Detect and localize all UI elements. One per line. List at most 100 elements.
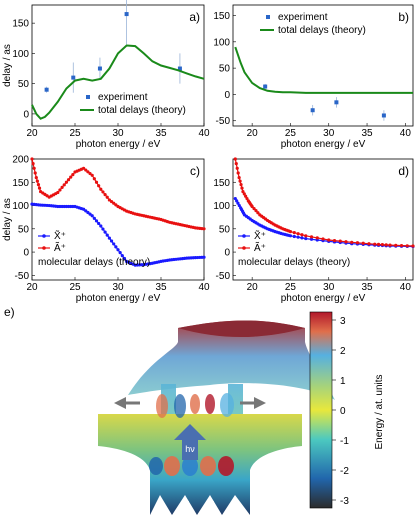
series-marker (202, 255, 206, 259)
x-axis-label: photon energy / eV (76, 139, 161, 150)
lower-orbital (149, 456, 234, 476)
x-tick-label: 30 (323, 128, 335, 139)
series-marker (69, 175, 73, 179)
series-marker (114, 245, 118, 249)
series-marker (237, 176, 241, 180)
legend-marker-experiment (266, 15, 270, 19)
colorbar-tick-label: -1 (340, 436, 349, 447)
legend-marker (42, 234, 46, 238)
series-marker (327, 238, 331, 242)
series-marker (240, 186, 244, 190)
legend: experiment total delays (theory) (260, 12, 366, 36)
right-arrow (240, 397, 266, 409)
series-marker (252, 206, 256, 211)
colorbar-tick-label: 3 (340, 316, 346, 327)
legend-label: experiment (278, 12, 328, 23)
x-tick-label: 40 (400, 282, 412, 293)
legend-marker-experiment (86, 95, 90, 99)
y-axis-label: delay / as (2, 198, 13, 241)
series-marker (86, 170, 90, 174)
series-marker (241, 189, 245, 194)
series-marker (309, 237, 314, 241)
panel-label: d) (398, 164, 409, 178)
y-tick-label: 50 (219, 64, 231, 75)
x-tick-label: 20 (247, 282, 259, 293)
atom-label-n1: N (182, 500, 189, 511)
series-marker (361, 241, 365, 245)
plot-frame (232, 158, 414, 281)
series-marker (56, 190, 60, 195)
y-tick-label: 100 (213, 201, 230, 212)
series-marker (321, 237, 325, 241)
data-point (177, 66, 182, 71)
y-tick-label: 150 (12, 178, 29, 189)
series-marker (411, 244, 415, 248)
series-1 (30, 202, 206, 267)
series-marker (33, 171, 37, 175)
series-marker (394, 243, 398, 247)
series-marker (376, 242, 381, 246)
series-marker (405, 244, 409, 248)
atom-label-o: O (157, 500, 165, 511)
series-marker (304, 234, 308, 238)
y-tick-label: 200 (12, 155, 29, 166)
y-tick-label: 100 (12, 201, 29, 212)
series-marker (233, 157, 237, 161)
y-tick-label: -50 (216, 271, 231, 282)
legend-marker (242, 234, 246, 238)
photon-arrow: hν (174, 424, 206, 460)
series-1 (263, 83, 386, 121)
series-marker (399, 243, 404, 248)
data-point (310, 108, 315, 113)
legend: experiment total delays (theory) (80, 92, 186, 116)
series-marker (99, 224, 103, 228)
series-marker (245, 196, 249, 201)
series-marker (373, 242, 377, 246)
series-marker (244, 194, 248, 198)
series-marker (235, 166, 239, 170)
series-marker (288, 234, 293, 238)
x-tick-label: 25 (285, 282, 297, 293)
series-marker (97, 221, 101, 226)
atom-label-n2: N (207, 500, 214, 511)
chart-panel-2: 20 25 30 35 40 -50 0 50 100 150 photon energy / eV… (213, 4, 414, 150)
series-marker (90, 214, 94, 218)
series-marker (92, 177, 96, 181)
series-marker (105, 233, 109, 237)
series-marker (304, 236, 308, 241)
series-marker (116, 248, 120, 252)
series-marker (384, 243, 388, 247)
series-marker (202, 227, 206, 231)
series-marker (34, 176, 38, 180)
legend: X̃⁺Ã⁺ molecular delays (theory) (238, 229, 350, 268)
y-tick-label: 50 (219, 224, 231, 235)
legend-label: X̃⁺ (254, 229, 266, 242)
series-marker (66, 178, 71, 182)
y-tick-label: -50 (216, 116, 231, 127)
series-marker (101, 227, 105, 231)
series-marker (103, 193, 107, 197)
y-tick-label: 150 (12, 19, 29, 30)
series-marker (84, 168, 88, 172)
series-marker (388, 243, 392, 247)
data-point (44, 87, 49, 92)
legend-label: total delays (theory) (278, 25, 366, 36)
chart-panel-1: 20 25 30 35 40 0 50 100 150 photon energy / eV del… (2, 0, 210, 150)
legend-label: Ã⁺ (254, 241, 266, 254)
series-line (234, 46, 413, 94)
upper-orbital (156, 393, 234, 418)
y-axis-label: delay / as (2, 44, 13, 87)
series-2 (31, 44, 205, 120)
series-marker (58, 188, 62, 192)
series-marker (350, 240, 354, 244)
x-tick-label: 40 (400, 128, 412, 139)
series-marker (101, 190, 105, 194)
colorbar-label: Energy / at. units (374, 374, 385, 449)
series-marker (36, 182, 41, 187)
legend-label: experiment (98, 92, 148, 103)
series-marker (94, 219, 99, 223)
series-marker (122, 256, 127, 261)
panel-label: a) (189, 10, 200, 24)
x-tick-label: 30 (112, 128, 124, 139)
x-axis-label: photon energy / eV (76, 293, 161, 304)
